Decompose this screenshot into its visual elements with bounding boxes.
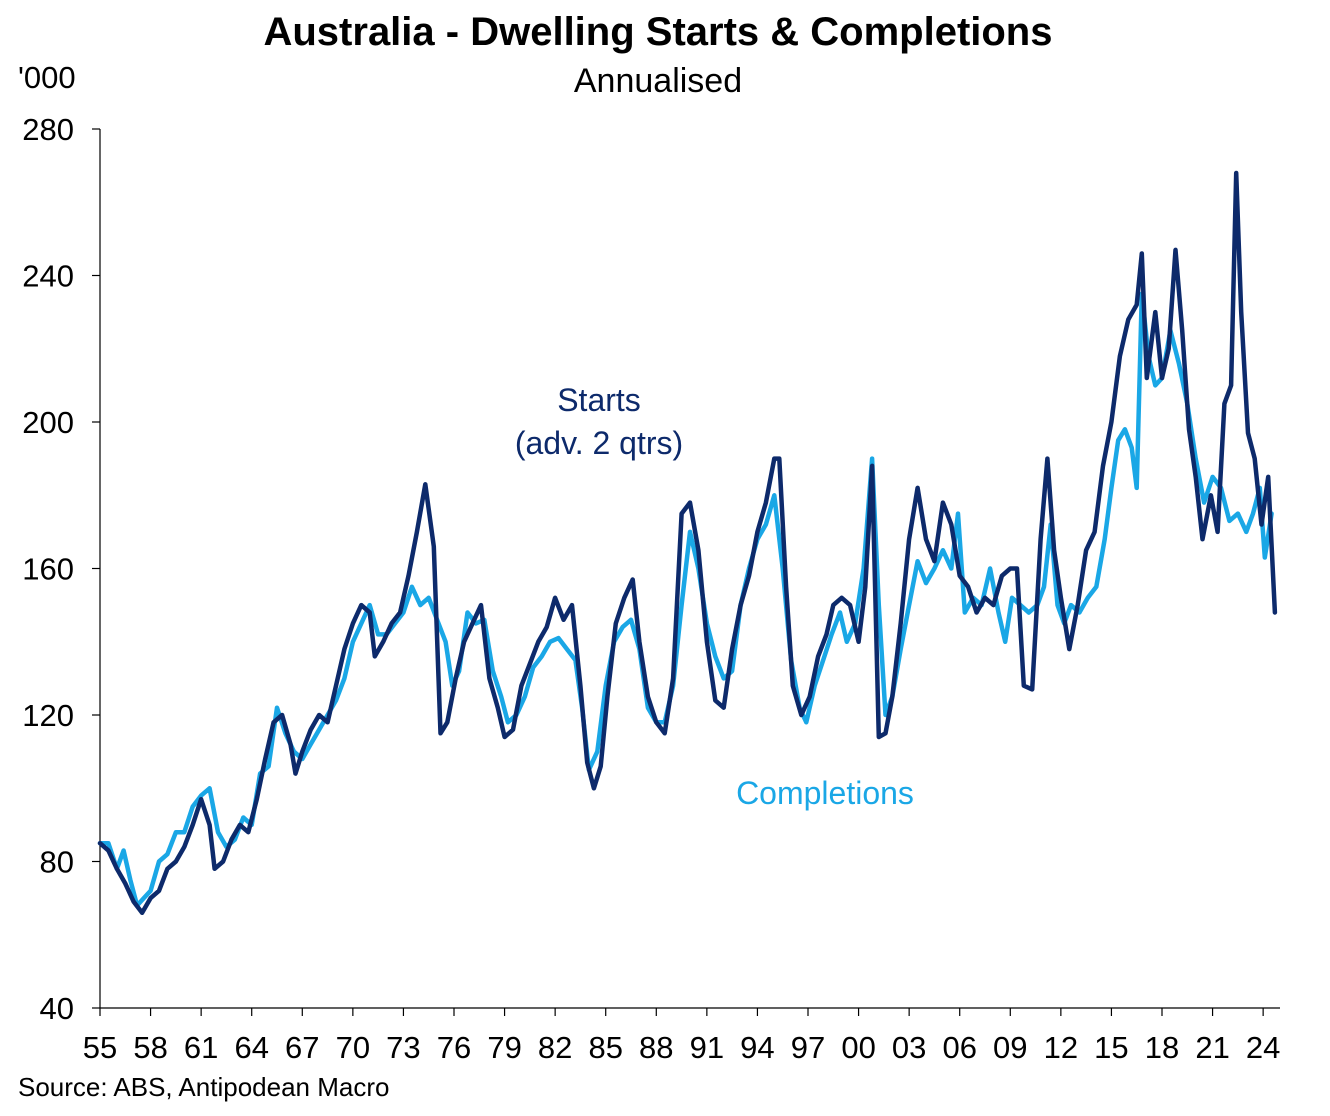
y-tick-label: 120 <box>22 698 74 733</box>
x-tick-label: 55 <box>83 1030 117 1065</box>
x-tick-label: 09 <box>993 1030 1027 1065</box>
x-tick-label: 85 <box>588 1030 622 1065</box>
source-note: Source: ABS, Antipodean Macro <box>18 1072 390 1102</box>
y-tick-label: 200 <box>22 405 74 440</box>
x-tick-label: 12 <box>1044 1030 1078 1065</box>
x-tick-label: 73 <box>386 1030 420 1065</box>
x-tick-label: 61 <box>184 1030 218 1065</box>
x-tick-label: 67 <box>285 1030 319 1065</box>
x-tick-label: 82 <box>538 1030 572 1065</box>
x-tick-label: 94 <box>740 1030 774 1065</box>
x-tick-label: 91 <box>690 1030 724 1065</box>
chart-subtitle: Annualised <box>573 62 743 100</box>
series-line-completions <box>97 291 1274 908</box>
axes: 40 80 120 160 200 240 280 55 58 61 64 67 70 73 76 79 82 8… <box>22 112 1280 1065</box>
y-axis-unit-label: '000 <box>18 60 76 95</box>
annotation-starts-advance: (adv. 2 qtrs) <box>515 425 683 461</box>
y-tick-label: 160 <box>22 552 74 587</box>
x-tick-label: 18 <box>1145 1030 1179 1065</box>
annotation-starts: Starts <box>557 382 641 418</box>
x-tick-label: 58 <box>133 1030 167 1065</box>
x-tick-label: 97 <box>791 1030 825 1065</box>
x-tick-label: 06 <box>942 1030 976 1065</box>
x-tick-label: 64 <box>234 1030 268 1065</box>
x-tick-label: 88 <box>639 1030 673 1065</box>
x-tick-label: 79 <box>487 1030 521 1065</box>
annotation-completions: Completions <box>736 775 914 811</box>
x-tick-label: 21 <box>1195 1030 1229 1065</box>
x-tick-label: 03 <box>892 1030 926 1065</box>
x-tick-label: 15 <box>1094 1030 1128 1065</box>
x-tick-label: 24 <box>1246 1030 1280 1065</box>
series-layer <box>97 170 1278 916</box>
x-tick-label: 76 <box>437 1030 471 1065</box>
x-tick-label: 70 <box>336 1030 370 1065</box>
y-tick-label: 280 <box>22 112 74 147</box>
x-tick-label: 00 <box>841 1030 875 1065</box>
chart-title: Australia - Dwelling Starts & Completion… <box>263 10 1053 54</box>
series-line-starts <box>97 170 1278 916</box>
y-tick-label: 40 <box>40 991 74 1026</box>
annotations: Starts (adv. 2 qtrs) Completions <box>515 382 914 811</box>
y-tick-label: 240 <box>22 259 74 294</box>
y-tick-label: 80 <box>40 845 74 880</box>
